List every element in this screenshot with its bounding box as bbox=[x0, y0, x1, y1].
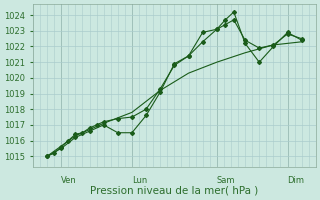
Text: Lun: Lun bbox=[132, 176, 147, 185]
Text: Ven: Ven bbox=[61, 176, 77, 185]
X-axis label: Pression niveau de la mer( hPa ): Pression niveau de la mer( hPa ) bbox=[90, 186, 259, 196]
Text: Sam: Sam bbox=[217, 176, 235, 185]
Text: Dim: Dim bbox=[288, 176, 305, 185]
